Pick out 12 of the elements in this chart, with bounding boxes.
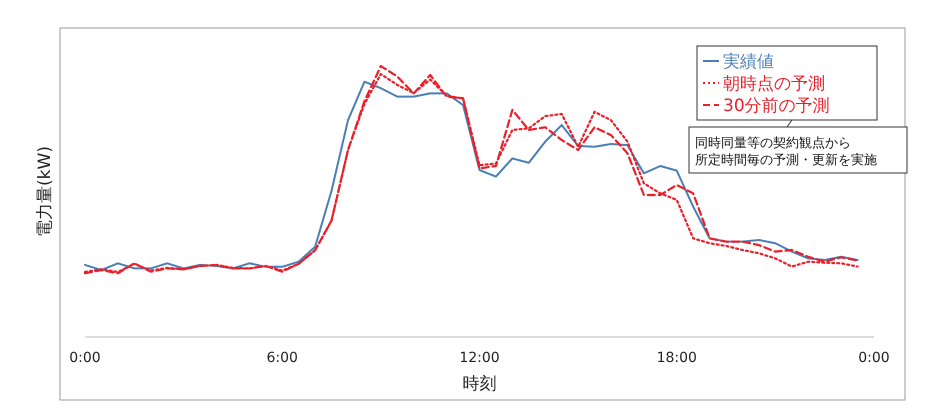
- annotation: 同時同量等の契約観点から: [695, 136, 851, 151]
- legend-label: 朝時点の予測: [723, 74, 825, 94]
- x-tick-label: 6:00: [266, 350, 298, 366]
- x-tick-label: 0:00: [69, 350, 101, 366]
- x-tick-label: 12:00: [459, 350, 500, 366]
- y-axis-title: 電力量(kW): [35, 146, 55, 237]
- x-tick-label: 0:00: [858, 350, 890, 366]
- x-axis-title: 時刻: [462, 374, 496, 394]
- x-tick-label: 18:00: [656, 350, 697, 366]
- legend-label: 30分前の予測: [723, 96, 830, 116]
- legend-label: 実績値: [723, 52, 774, 72]
- annotation: 所定時間毎の予測・更新を実施: [695, 152, 877, 168]
